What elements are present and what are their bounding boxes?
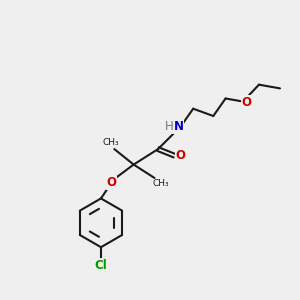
- Text: N: N: [174, 120, 184, 133]
- Text: O: O: [106, 176, 116, 190]
- Text: CH₃: CH₃: [153, 179, 169, 188]
- Text: O: O: [175, 149, 185, 162]
- Text: Cl: Cl: [94, 259, 107, 272]
- Text: H: H: [165, 120, 173, 133]
- Text: CH₃: CH₃: [103, 138, 119, 147]
- Text: O: O: [242, 96, 252, 109]
